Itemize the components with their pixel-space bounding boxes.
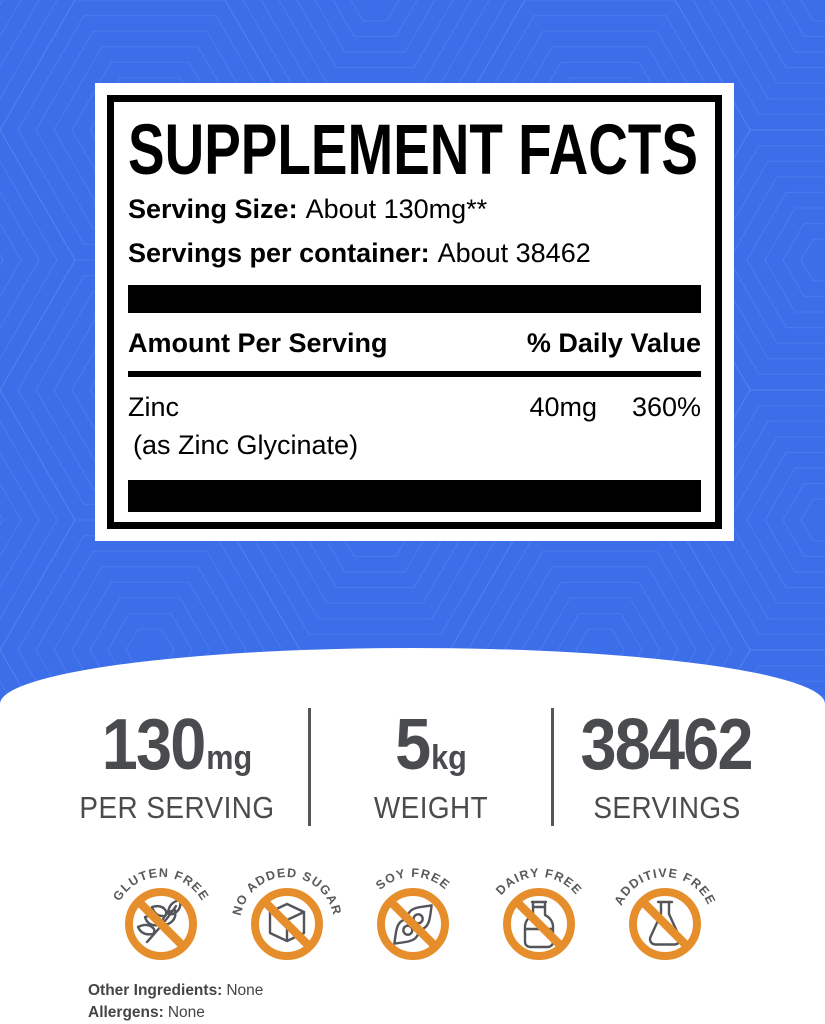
badge-dairy-free: DAIRY FREE: [493, 866, 583, 960]
serving-size-line: Serving Size: About 130mg**: [128, 194, 701, 225]
stat-unit: mg: [205, 738, 252, 777]
nutrient-amount: 40mg: [529, 392, 597, 422]
stat-servings-number: 38462: [580, 709, 753, 781]
stat-weight-label: WEIGHT: [373, 789, 488, 825]
other-ingredients-label: Other Ingredients:: [88, 982, 223, 999]
stat-per-serving-label: PER SERVING: [78, 789, 275, 825]
allergens-label: Allergens:: [88, 1004, 164, 1021]
stat-weight: 5 kg WEIGHT: [323, 709, 539, 826]
badges-row: GLUTEN FREE NO ADDED SUGAR: [0, 844, 825, 962]
stat-unit: kg: [430, 738, 467, 777]
stat-divider: [307, 708, 311, 826]
amount-per-serving-header: Amount Per Serving: [128, 328, 388, 358]
stat-per-serving-number: 130 mg: [101, 709, 251, 781]
prohibition-slash: [387, 898, 439, 950]
supplement-facts-panel: SUPPLEMENT FACTS Serving Size: About 130m…: [95, 83, 734, 541]
allergens-value: None: [167, 1004, 205, 1021]
prohibition-circle: [502, 888, 575, 960]
serving-size-value: About 130mg**: [305, 194, 488, 224]
nutrient-name-sub: (as Zinc Glycinate): [133, 430, 359, 460]
stats-row: 130 mg PER SERVING 5 kg WEIGHT 38462 SERVI…: [0, 708, 825, 826]
badge-gluten-free-label: GLUTEN FREE: [110, 866, 210, 904]
badge-no-added-sugar: NO ADDED SUGAR: [229, 866, 343, 960]
prohibition-circle: [124, 888, 197, 960]
serving-size-label: Serving Size:: [128, 194, 298, 224]
servings-value: About 38462: [437, 238, 591, 268]
prohibition-circle: [376, 888, 449, 960]
allergens-line: Allergens: None: [88, 1002, 263, 1024]
prohibition-circle: [250, 888, 323, 960]
prohibition-slash: [513, 898, 565, 950]
divider-bar-top: [128, 285, 701, 313]
nutrient-name-main: Zinc: [128, 392, 180, 422]
stat-value: 130: [101, 704, 206, 785]
prohibition-slash: [639, 898, 691, 950]
stat-divider: [550, 708, 554, 826]
bottom-section: 130 mg PER SERVING 5 kg WEIGHT 38462 SERVI…: [0, 648, 825, 1024]
prohibition-circle: [628, 888, 701, 960]
badge-gluten-free: GLUTEN FREE: [110, 866, 212, 960]
other-ingredients-line: Other Ingredients: None: [88, 980, 263, 1002]
servings-per-container-line: Servings per container: About 38462: [128, 238, 701, 269]
svg-text:GLUTEN FREE: GLUTEN FREE: [110, 866, 212, 904]
servings-label: Servings per container:: [128, 238, 430, 268]
supplement-facts-title: SUPPLEMENT FACTS: [128, 117, 698, 181]
footer-ingredients: Other Ingredients: None Allergens: None: [88, 980, 263, 1024]
daily-value-header: % Daily Value: [526, 328, 701, 358]
other-ingredients-value: None: [226, 982, 264, 999]
stat-servings-label: SERVINGS: [592, 789, 741, 825]
prohibition-slash: [261, 898, 313, 950]
stat-value: 5: [394, 704, 431, 785]
stat-per-serving: 130 mg PER SERVING: [59, 709, 295, 826]
nutrient-daily-value: 360%: [631, 392, 701, 422]
stat-weight-number: 5 kg: [395, 709, 467, 781]
nutrient-name: Zinc (as Zinc Glycinate): [128, 392, 505, 461]
divider-bar-bottom: [128, 480, 701, 512]
stat-servings: 38462 SERVINGS: [565, 709, 768, 826]
prohibition-slash: [135, 898, 187, 950]
header-rule: [128, 371, 701, 377]
facts-table-header: Amount Per Serving % Daily Value: [128, 328, 701, 359]
badge-additive-free: ADDITIVE FREE: [611, 866, 717, 960]
badge-soy-free: SOY FREE: [373, 866, 451, 960]
title-text: SUPPLEMENT FACTS: [128, 117, 698, 181]
stat-value: 38462: [580, 704, 753, 785]
supplement-facts-border: SUPPLEMENT FACTS Serving Size: About 130m…: [107, 95, 722, 529]
nutrient-row: Zinc (as Zinc Glycinate) 40mg 360%: [128, 392, 701, 461]
